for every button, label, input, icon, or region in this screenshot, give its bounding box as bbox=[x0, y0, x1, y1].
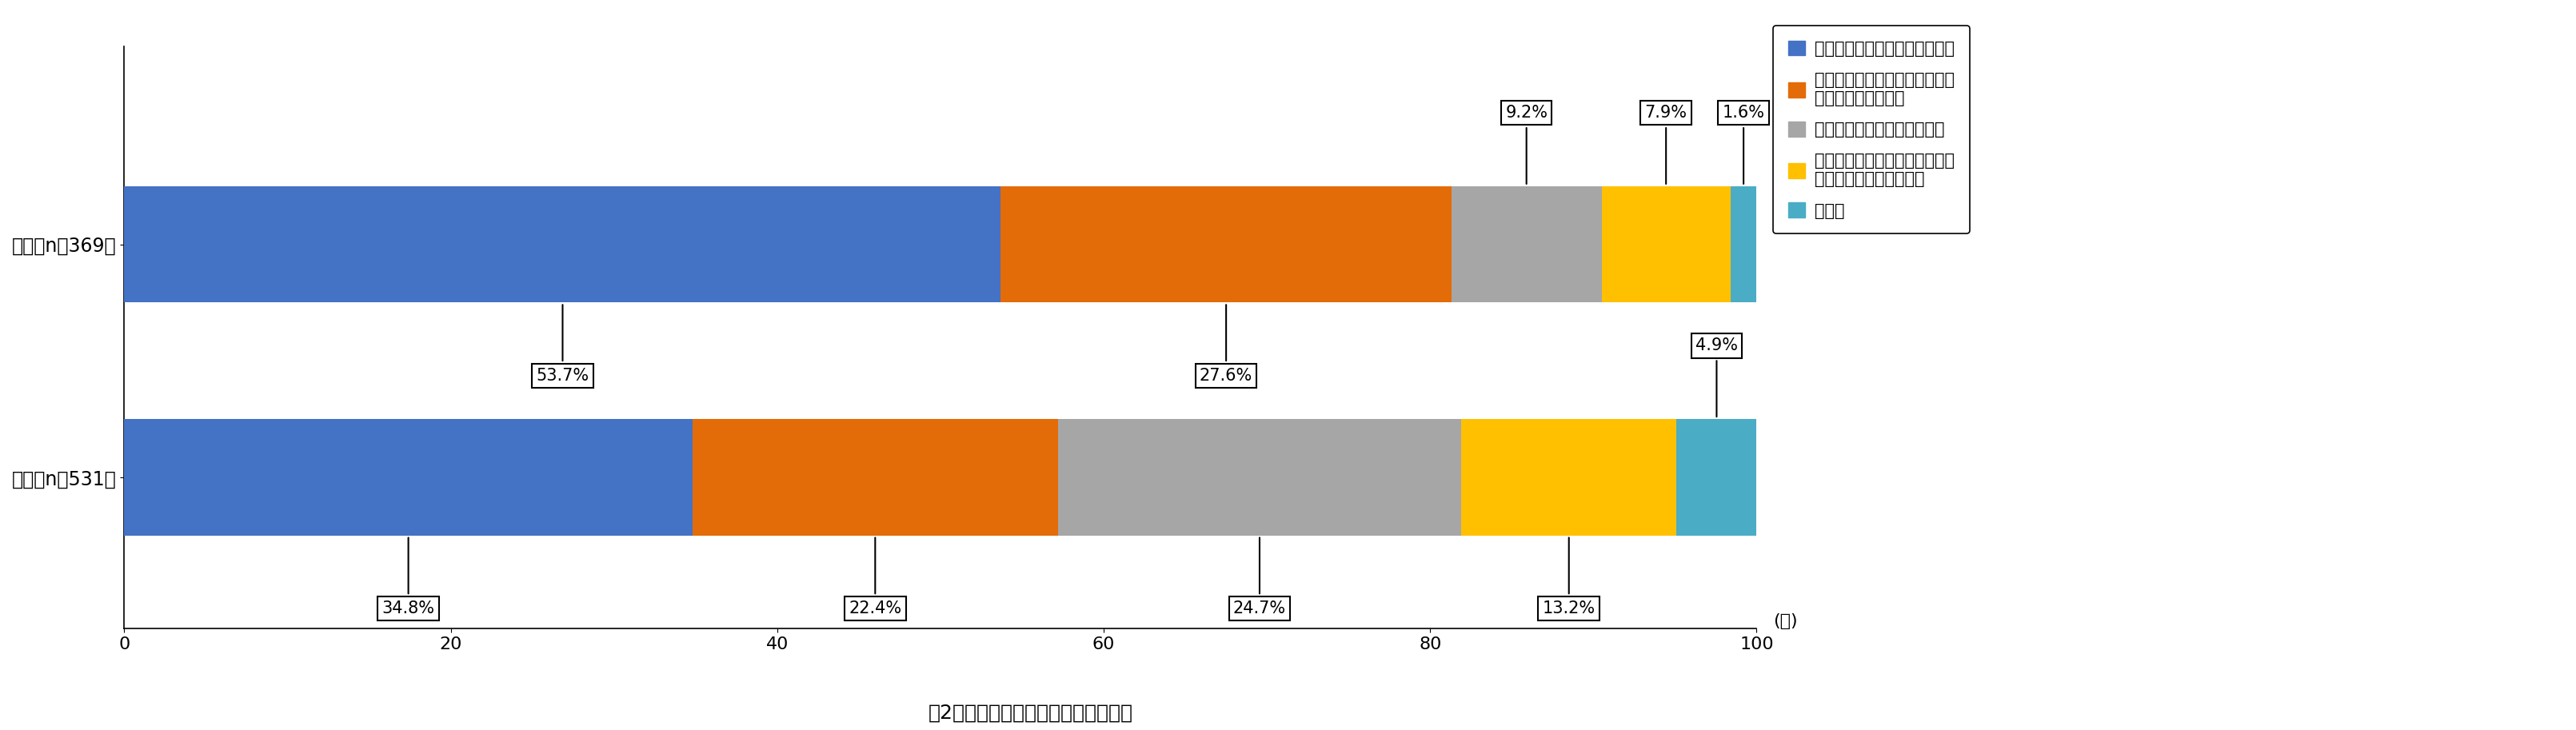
Text: 13.2%: 13.2% bbox=[1543, 537, 1595, 617]
Text: 1.6%: 1.6% bbox=[1723, 105, 1765, 184]
Bar bbox=[124, 419, 693, 535]
Text: (％): (％) bbox=[1772, 613, 1798, 629]
Bar bbox=[124, 186, 1002, 302]
Text: 7.9%: 7.9% bbox=[1646, 105, 1687, 184]
Text: 4.9%: 4.9% bbox=[1695, 338, 1739, 417]
Bar bbox=[693, 419, 1059, 535]
Text: 27.6%: 27.6% bbox=[1200, 304, 1252, 384]
Bar bbox=[1002, 186, 1450, 302]
Legend: 自社で新規にデータを収集する, 足りないデータを所有している
外部組織と提携する, オープンなデータを利用する, データ活用計画を見直すなど，
ユースケースを修: 自社で新規にデータを収集する, 足りないデータを所有している 外部組織と提携する… bbox=[1772, 26, 1971, 234]
Bar bbox=[1461, 419, 1677, 535]
Bar bbox=[1677, 419, 1757, 535]
Text: 22.4%: 22.4% bbox=[848, 537, 902, 617]
Bar bbox=[1602, 186, 1731, 302]
Text: 24.7%: 24.7% bbox=[1234, 537, 1285, 617]
Bar bbox=[1731, 186, 1757, 302]
Text: 53.7%: 53.7% bbox=[536, 304, 590, 384]
Text: 図2　不足データが生じた場合の対処: 図2 不足データが生じた場合の対処 bbox=[927, 704, 1133, 723]
Text: 9.2%: 9.2% bbox=[1504, 105, 1548, 184]
Text: 34.8%: 34.8% bbox=[381, 537, 435, 617]
Bar bbox=[1059, 419, 1461, 535]
Bar bbox=[1450, 186, 1602, 302]
